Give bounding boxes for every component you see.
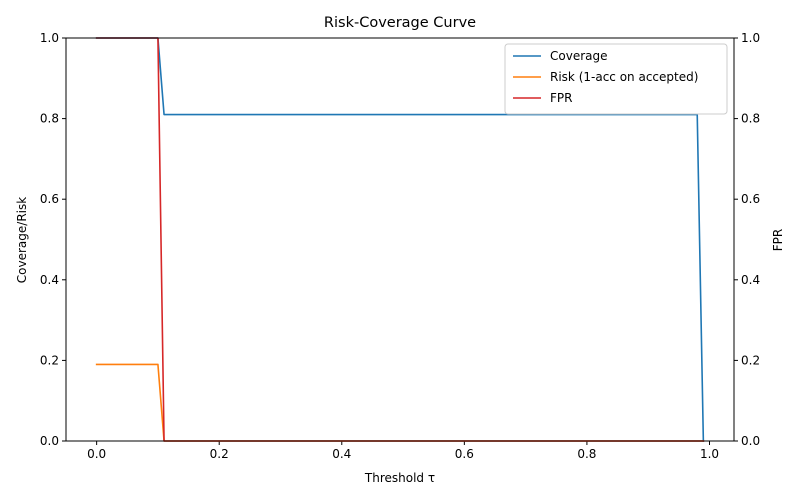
y2-tick-label: 0.4: [741, 273, 760, 287]
x-tick-label: 0.8: [577, 447, 596, 461]
y2-tick-label: 0.2: [741, 353, 760, 367]
legend-label: Risk (1-acc on accepted): [550, 70, 698, 84]
legend-label: Coverage: [550, 49, 608, 63]
chart-title: Risk-Coverage Curve: [324, 15, 476, 31]
legend-box: [504, 43, 728, 115]
y2-tick-label: 0.8: [741, 112, 760, 126]
y-axis-label: Coverage/Risk: [15, 197, 29, 283]
y2-tick-label: 0.6: [741, 192, 760, 206]
x-tick-label: 0.6: [455, 447, 474, 461]
y2-axis-label: FPR: [771, 229, 785, 251]
y-tick-label: 0.8: [40, 112, 59, 126]
axis-ticks: 0.0 0.2 0.4 0.6 0.8 1.0 0.0 0.2 0.4 0.6 0.8 1.0 0.0 0…: [40, 31, 760, 461]
series-line-risk-1-acc-on-accepted: [95, 363, 705, 442]
x-axis-label: Threshold τ: [364, 471, 435, 485]
x-tick-label: 0.2: [210, 447, 229, 461]
y2-tick-label: 1.0: [741, 31, 760, 45]
x-tick-label: 0.4: [332, 447, 351, 461]
legend: Coverage Risk (1-acc on accepted) FPR: [504, 43, 728, 115]
y-tick-label: 0.4: [40, 273, 59, 287]
x-tick-label: 0.0: [87, 447, 106, 461]
y-tick-label: 0.6: [40, 192, 59, 206]
y-tick-label: 1.0: [40, 31, 59, 45]
x-tick-label: 1.0: [700, 447, 719, 461]
y2-tick-label: 0.0: [741, 434, 760, 448]
y-tick-label: 0.0: [40, 434, 59, 448]
plot-frame: [65, 37, 735, 442]
legend-label: FPR: [550, 91, 572, 105]
y-tick-label: 0.2: [40, 353, 59, 367]
